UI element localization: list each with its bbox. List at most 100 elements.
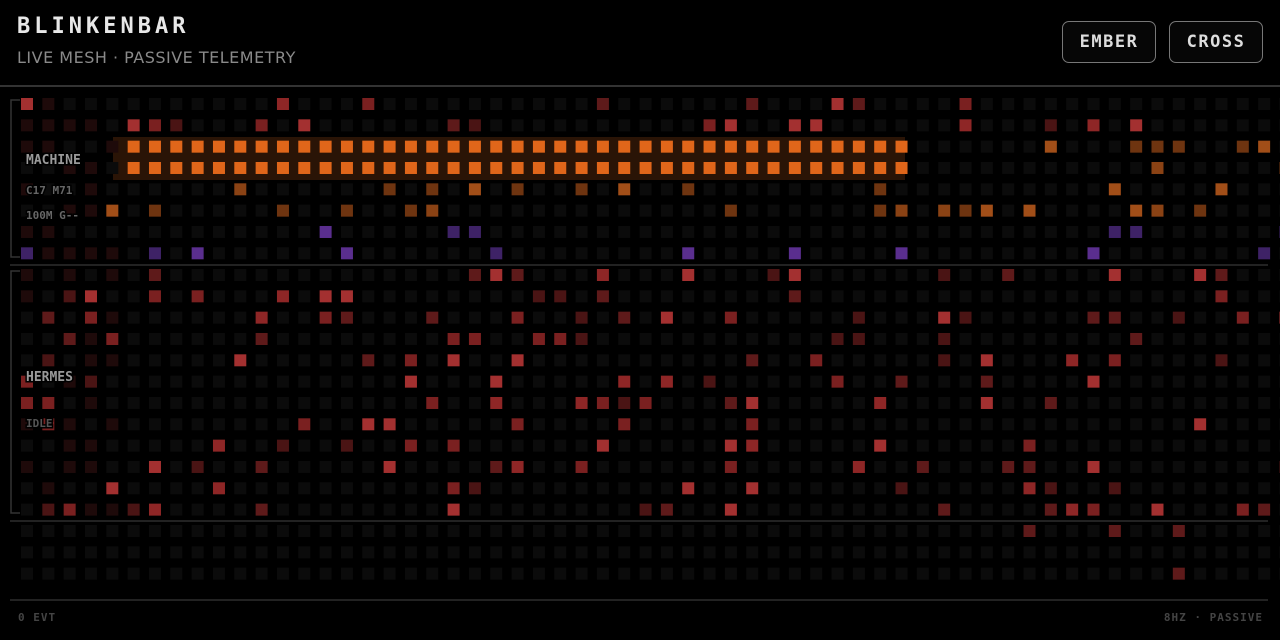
led-cell bbox=[340, 290, 353, 303]
led-cell bbox=[362, 140, 375, 153]
mode-button[interactable]: CROSS bbox=[1169, 21, 1263, 63]
led-cell bbox=[383, 204, 396, 217]
led-cell bbox=[426, 567, 439, 580]
led-cell bbox=[212, 567, 225, 580]
led-cell bbox=[1002, 204, 1015, 217]
led-cell bbox=[874, 98, 887, 110]
led-cell bbox=[895, 290, 908, 303]
led-cell bbox=[1108, 161, 1121, 174]
led-cell bbox=[127, 567, 140, 580]
mode-button[interactable]: EMBER bbox=[1062, 21, 1156, 63]
led-cell bbox=[596, 269, 609, 281]
led-cell bbox=[340, 546, 353, 559]
led-cell bbox=[383, 354, 396, 367]
led-cell bbox=[767, 460, 780, 473]
led-cell bbox=[959, 269, 972, 281]
led-cell bbox=[276, 225, 289, 238]
led-cell bbox=[21, 247, 33, 260]
led-cell bbox=[1023, 546, 1036, 559]
led-cell bbox=[1194, 418, 1207, 431]
led-cell bbox=[191, 482, 204, 495]
led-cell bbox=[276, 204, 289, 217]
led-cell bbox=[788, 503, 801, 516]
led-cell bbox=[596, 204, 609, 217]
led-cell bbox=[959, 396, 972, 409]
led-cell bbox=[383, 482, 396, 495]
led-cell bbox=[916, 311, 929, 324]
led-cell bbox=[383, 183, 396, 196]
led-cell bbox=[746, 525, 759, 537]
led-cell bbox=[127, 98, 140, 110]
led-cell bbox=[212, 525, 225, 537]
led-cell bbox=[490, 567, 503, 580]
led-cell bbox=[554, 183, 567, 196]
led-cell bbox=[575, 354, 588, 367]
led-cell bbox=[1087, 119, 1100, 132]
led-cell bbox=[1215, 247, 1228, 260]
led-cell bbox=[106, 482, 119, 495]
led-cell bbox=[959, 290, 972, 303]
led-cell bbox=[767, 247, 780, 260]
led-cell bbox=[767, 525, 780, 537]
led-cell bbox=[63, 290, 76, 303]
led-cell bbox=[980, 98, 993, 110]
led-cell bbox=[938, 332, 951, 345]
led-cell bbox=[1130, 140, 1143, 153]
led-cell bbox=[1108, 269, 1121, 281]
led-cell bbox=[191, 98, 204, 110]
led-cell bbox=[148, 375, 161, 388]
led-cell bbox=[1002, 439, 1015, 452]
led-cell bbox=[1023, 567, 1036, 580]
led-cell bbox=[1108, 290, 1121, 303]
led-cell bbox=[1066, 418, 1079, 431]
led-cell bbox=[959, 482, 972, 495]
led-cell bbox=[874, 525, 887, 537]
led-cell bbox=[746, 183, 759, 196]
led-cell bbox=[404, 439, 417, 452]
led-cell bbox=[660, 482, 673, 495]
led-cell bbox=[703, 567, 716, 580]
led-cell bbox=[148, 418, 161, 431]
led-cell bbox=[148, 204, 161, 217]
led-cell bbox=[938, 225, 951, 238]
led-cell bbox=[746, 439, 759, 452]
led-cell bbox=[575, 98, 588, 110]
led-cell bbox=[980, 525, 993, 537]
led-cell bbox=[916, 482, 929, 495]
led-cell bbox=[703, 460, 716, 473]
led-cell bbox=[596, 396, 609, 409]
led-cell bbox=[682, 161, 695, 174]
led-cell bbox=[767, 439, 780, 452]
led-cell bbox=[1044, 183, 1057, 196]
led-cell bbox=[234, 375, 247, 388]
led-cell bbox=[468, 482, 481, 495]
led-cell bbox=[1130, 525, 1143, 537]
led-cell bbox=[148, 98, 161, 110]
led-cell bbox=[21, 460, 33, 473]
led-cell bbox=[362, 311, 375, 324]
led-cell bbox=[276, 525, 289, 537]
led-cell bbox=[746, 567, 759, 580]
led-cell bbox=[298, 354, 311, 367]
led-cell bbox=[1172, 290, 1185, 303]
led-cell bbox=[490, 525, 503, 537]
led-cell bbox=[426, 161, 439, 174]
led-cell bbox=[938, 354, 951, 367]
led-cell bbox=[1151, 161, 1164, 174]
led-cell bbox=[1258, 418, 1271, 431]
led-cell bbox=[938, 183, 951, 196]
led-cell bbox=[234, 119, 247, 132]
led-cell bbox=[340, 225, 353, 238]
led-cell bbox=[618, 332, 631, 345]
led-cell bbox=[276, 269, 289, 281]
led-cell bbox=[1130, 119, 1143, 132]
led-cell bbox=[788, 418, 801, 431]
led-cell bbox=[682, 418, 695, 431]
led-cell bbox=[1215, 204, 1228, 217]
led-cell bbox=[746, 396, 759, 409]
led-cell bbox=[404, 460, 417, 473]
led-cell bbox=[724, 140, 737, 153]
led-cell bbox=[895, 460, 908, 473]
led-cell bbox=[660, 460, 673, 473]
led-cell bbox=[874, 140, 887, 153]
